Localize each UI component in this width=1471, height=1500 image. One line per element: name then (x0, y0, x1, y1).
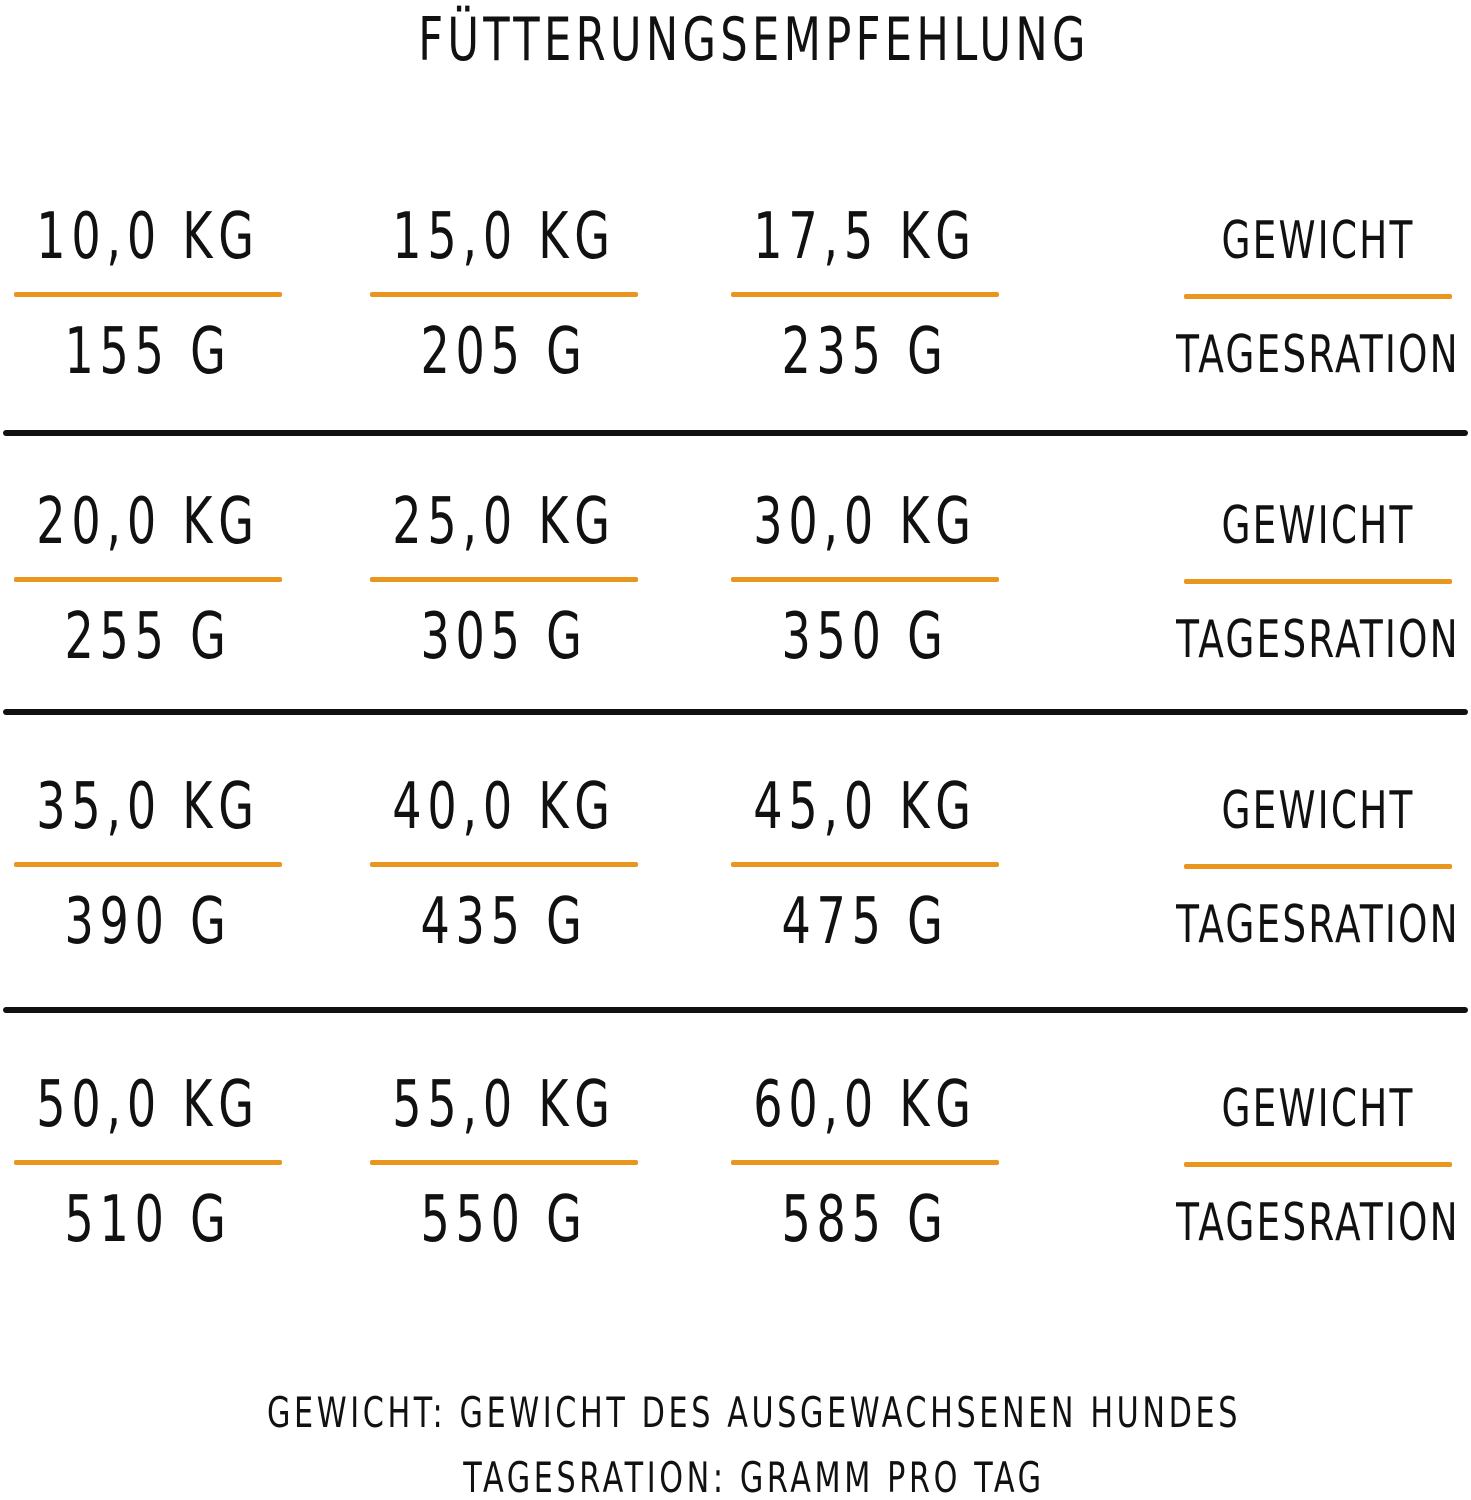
weight-label: GEWICHT (1221, 496, 1415, 556)
weight: 25,0 KG (392, 485, 616, 559)
ration: 435 G (420, 885, 588, 959)
footer-line: TAGESRATION: GRAMM PRO TAG (463, 1453, 1045, 1500)
ration-label: TAGESRATION (1176, 610, 1460, 670)
divider (731, 577, 999, 582)
title: FÜTTERUNGSEMPFEHLUNG (418, 5, 1090, 75)
divider (731, 862, 999, 867)
divider (1184, 1162, 1452, 1167)
ration: 255 G (64, 600, 232, 674)
ration: 205 G (420, 315, 588, 389)
divider (370, 292, 638, 297)
weight: 60,0 KG (753, 1068, 977, 1142)
weight: 15,0 KG (392, 200, 616, 274)
ration: 585 G (781, 1183, 949, 1257)
ration-label: TAGESRATION (1176, 895, 1460, 955)
divider (14, 862, 282, 867)
divider (14, 1160, 282, 1165)
weight: 40,0 KG (392, 770, 616, 844)
row-separator (3, 709, 1468, 715)
weight: 45,0 KG (753, 770, 977, 844)
row-separator (3, 430, 1468, 436)
ration: 390 G (64, 885, 232, 959)
ration: 475 G (781, 885, 949, 959)
ration: 155 G (64, 315, 232, 389)
divider (14, 292, 282, 297)
divider (1184, 294, 1452, 299)
weight: 20,0 KG (36, 485, 260, 559)
weight: 17,5 KG (753, 200, 977, 274)
ration: 350 G (781, 600, 949, 674)
ration: 510 G (64, 1183, 232, 1257)
divider (731, 1160, 999, 1165)
divider (731, 292, 999, 297)
ration-label: TAGESRATION (1176, 325, 1460, 385)
divider (370, 577, 638, 582)
weight-label: GEWICHT (1221, 211, 1415, 271)
divider (370, 1160, 638, 1165)
divider (14, 577, 282, 582)
divider (1184, 864, 1452, 869)
weight-label: GEWICHT (1221, 1079, 1415, 1139)
divider (370, 862, 638, 867)
ration: 550 G (420, 1183, 588, 1257)
footer-line: GEWICHT: GEWICHT DES AUSGEWACHSENEN HUND… (266, 1388, 1242, 1437)
weight: 35,0 KG (36, 770, 260, 844)
weight-label: GEWICHT (1221, 781, 1415, 841)
weight: 55,0 KG (392, 1068, 616, 1142)
row-separator (3, 1007, 1468, 1013)
weight: 10,0 KG (36, 200, 260, 274)
ration: 305 G (420, 600, 588, 674)
ration-label: TAGESRATION (1176, 1193, 1460, 1253)
weight: 30,0 KG (753, 485, 977, 559)
divider (1184, 579, 1452, 584)
weight: 50,0 KG (36, 1068, 260, 1142)
ration: 235 G (781, 315, 949, 389)
